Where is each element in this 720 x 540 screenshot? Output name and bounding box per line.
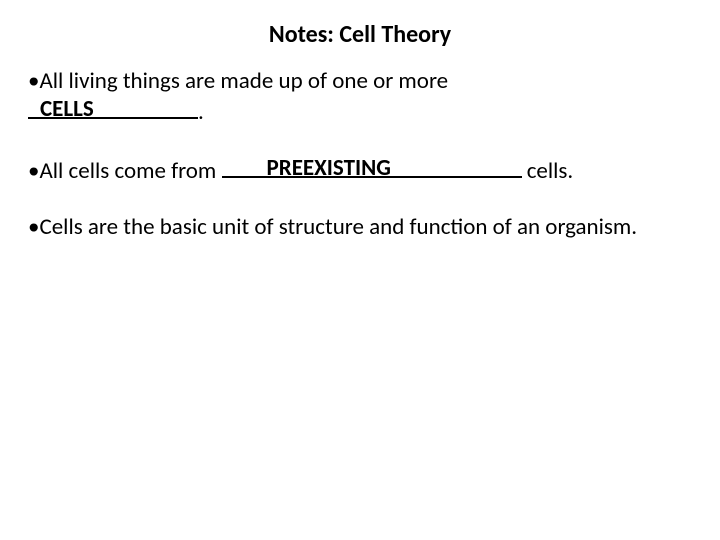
point-3: •Cells are the basic unit of structure a…	[28, 213, 692, 242]
point-3-text: •Cells are the basic unit of structure a…	[28, 213, 637, 241]
blank-2-answer: PREEXISTING	[267, 154, 391, 183]
point-1-suffix: .	[198, 98, 204, 126]
blank-1: CELLS	[28, 96, 198, 119]
point-2-suffix: cells.	[522, 157, 574, 185]
blank-1-answer: CELLS	[40, 95, 94, 124]
page-title: Notes: Cell Theory	[28, 20, 692, 49]
blank-2: PREEXISTING	[222, 155, 522, 178]
point-1-prefix: •All living things are made up of one or…	[28, 67, 448, 95]
point-2-prefix: •All cells come from	[28, 157, 222, 185]
point-2: •All cells come from PREEXISTING cells.	[28, 155, 692, 186]
point-1: •All living things are made up of one or…	[28, 67, 692, 127]
